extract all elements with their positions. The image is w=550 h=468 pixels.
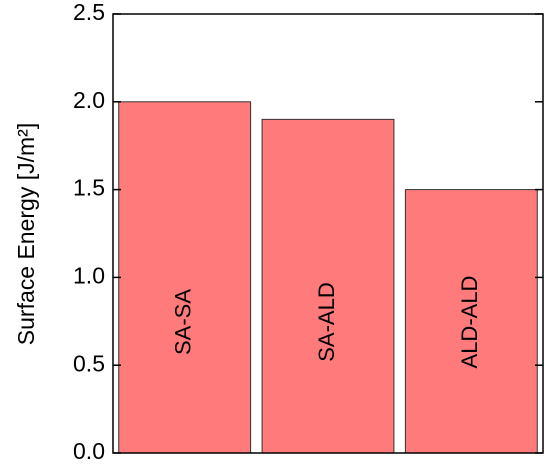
category-label: SA-ALD: [314, 282, 339, 361]
y-tick-label: 1.0: [73, 262, 105, 288]
y-axis-label: Surface Energy [J/m²]: [13, 123, 39, 345]
y-tick-label: 1.5: [73, 175, 105, 201]
y-tick-label: 2.5: [73, 0, 105, 25]
bar: [261, 118, 395, 454]
y-tick-label: 0.0: [73, 438, 105, 464]
y-tick-label: 0.5: [73, 350, 105, 376]
y-tick-label: 2.0: [73, 87, 105, 113]
bar: [118, 101, 252, 454]
plot-frame: [112, 13, 544, 454]
category-label: ALD-ALD: [457, 276, 482, 369]
category-label: SA-SA: [170, 289, 195, 355]
bar: [404, 189, 538, 454]
